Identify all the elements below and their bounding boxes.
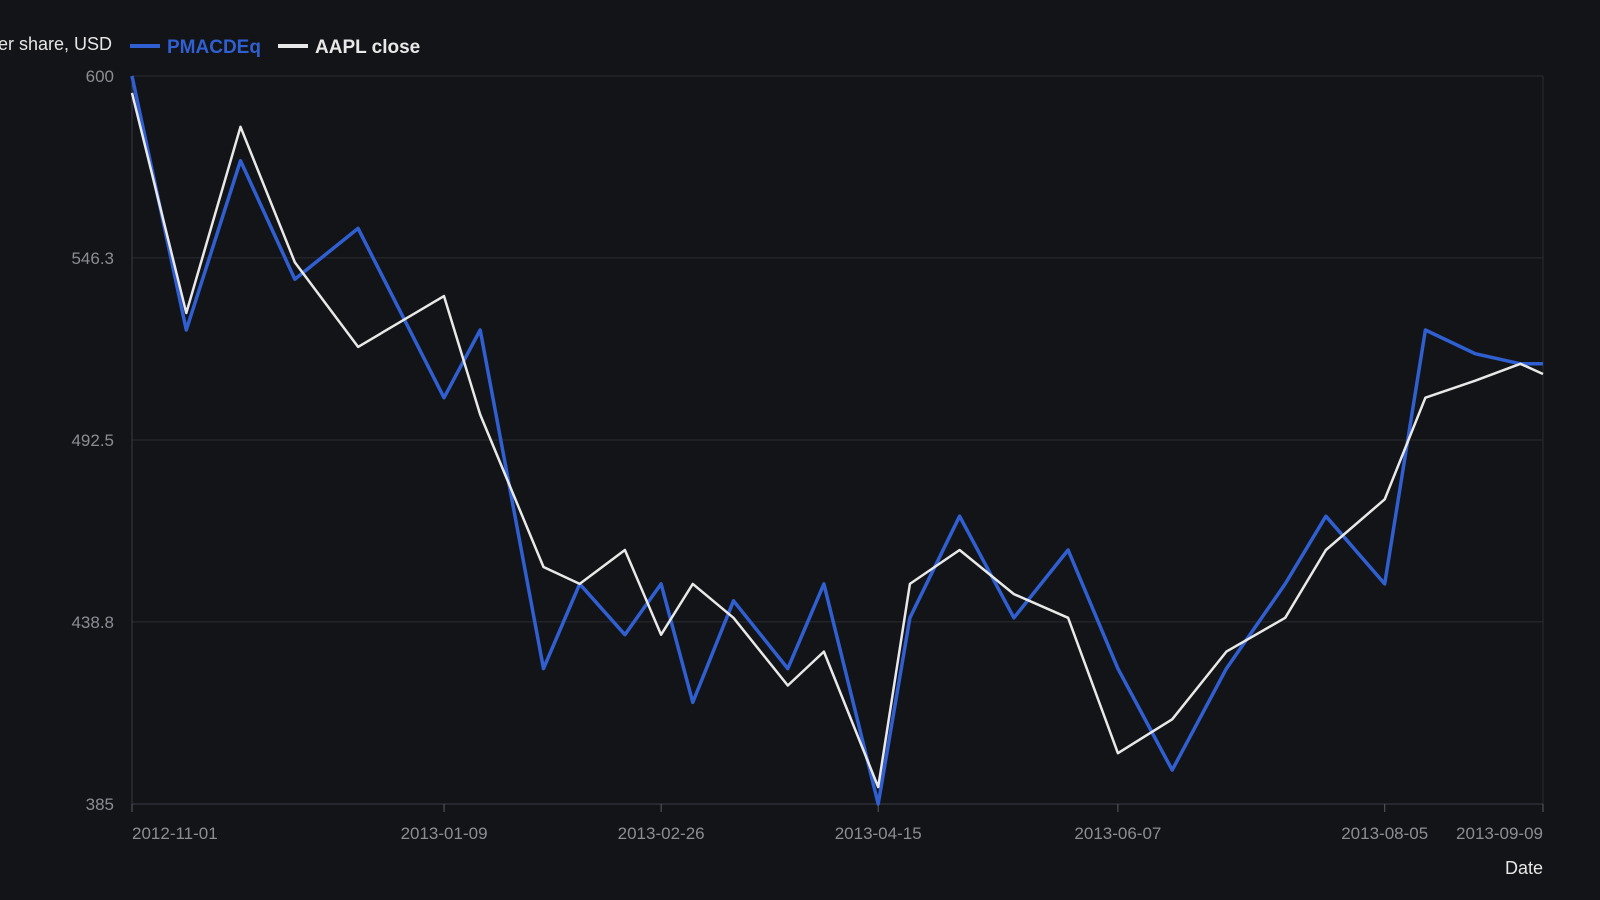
grid-lines — [132, 75, 1543, 623]
axes — [131, 76, 1544, 805]
x-tick-label: 2013-06-07 — [1074, 824, 1161, 843]
y-tick-label: 546.3 — [71, 249, 114, 268]
x-tick-label: 2013-01-09 — [401, 824, 488, 843]
x-tick-label: 2012-11-01 — [132, 824, 218, 843]
x-tick-label: 2013-02-26 — [618, 824, 705, 843]
legend-label-aapl-close[interactable]: AAPL close — [315, 37, 420, 58]
series-line-pmacdeq[interactable] — [130, 75, 1543, 806]
y-axis-label: Price per share, USD — [0, 34, 112, 54]
y-tick-labels: 385 438.8 492.5 546.3 600 — [71, 67, 114, 814]
x-tick-label: 2013-08-05 — [1341, 824, 1428, 843]
y-tick-label: 600 — [86, 67, 114, 86]
x-tick-label: 2013-09-09 — [1456, 824, 1543, 843]
legend-label-pmacdeq[interactable]: PMACDEq — [167, 37, 261, 58]
x-tick-labels: 2012-11-01 2013-01-09 2013-02-26 2013-04-15… — [131, 804, 1544, 843]
legend[interactable]: PMACDEq AAPL close — [130, 37, 420, 58]
series-lines — [130, 75, 1544, 806]
y-tick-label: 492.5 — [71, 431, 114, 450]
x-axis-label: Date — [1505, 858, 1543, 878]
y-tick-label: 438.8 — [71, 613, 114, 632]
series-line-aapl-close[interactable] — [130, 92, 1544, 789]
y-tick-label: 385 — [86, 795, 114, 814]
x-tick-label: 2013-04-15 — [835, 824, 922, 843]
